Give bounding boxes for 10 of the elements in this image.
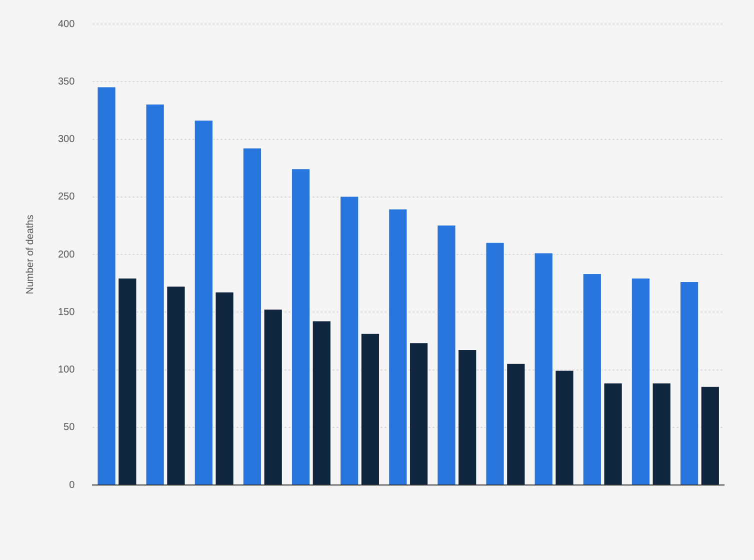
y-tick-label: 200 — [58, 249, 76, 260]
y-tick-label: 100 — [58, 364, 76, 376]
y-tick-label: 350 — [58, 76, 76, 88]
y-tick-label: 150 — [58, 306, 76, 318]
y-tick-label: 300 — [58, 134, 76, 145]
y-axis-title: Number of deaths — [24, 214, 36, 294]
y-tick-label: 250 — [58, 192, 76, 203]
y-tick-label: 0 — [69, 480, 76, 491]
y-tick-label: 400 — [58, 18, 76, 30]
y-tick-label: 50 — [64, 422, 76, 434]
